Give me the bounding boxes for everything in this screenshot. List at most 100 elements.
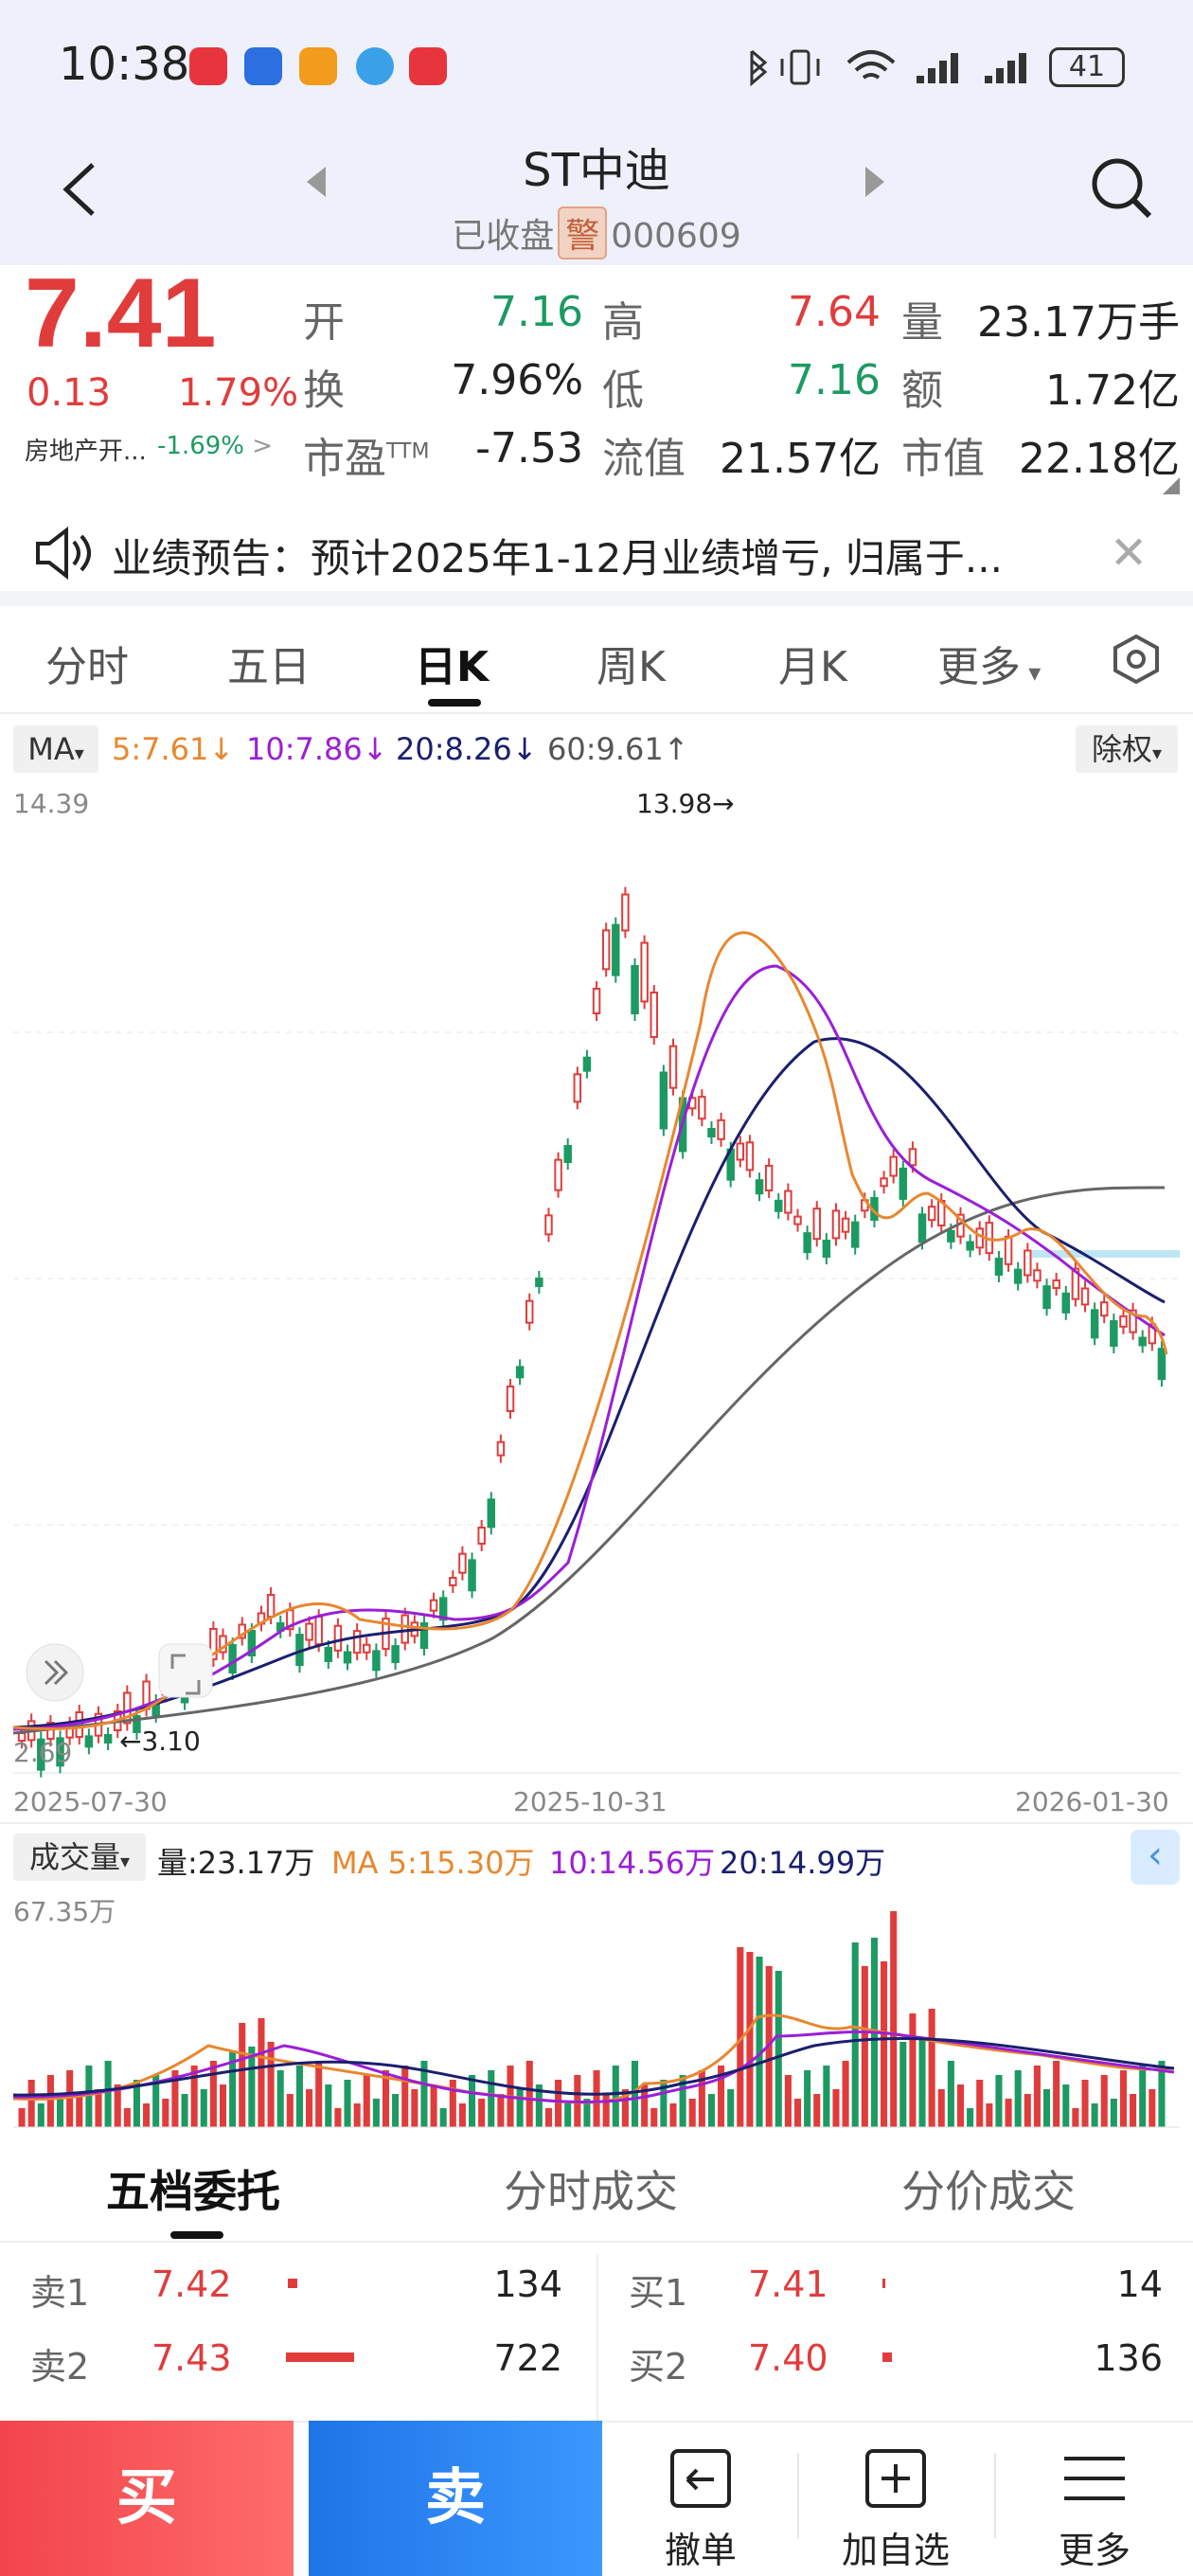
volume-bar	[1005, 2099, 1012, 2127]
expand-corner-icon[interactable]	[1163, 477, 1180, 494]
volume-bar	[583, 2099, 591, 2127]
kline-gridlines	[13, 1031, 1180, 1774]
volume-bar	[1072, 2108, 1079, 2127]
notice-bar[interactable]	[0, 511, 1193, 597]
buy-button[interactable]: 买	[0, 2421, 294, 2576]
buy1-bar	[882, 2279, 885, 2288]
tab-weekly-k[interactable]: 周K	[596, 643, 666, 691]
fullscreen-icon	[170, 1654, 201, 1695]
cancel-order-label[interactable]: 撤单	[664, 2530, 737, 2571]
bottom-divider	[994, 2453, 996, 2538]
low-value: 7.16	[788, 356, 881, 404]
x-axis-mid: 2025-10-31	[513, 1786, 668, 1817]
tab-monthly-k[interactable]: 月K	[778, 643, 847, 691]
candle	[305, 1622, 313, 1641]
candle	[266, 1594, 276, 1618]
candle	[506, 1386, 515, 1412]
volume-current: 量:23.17万	[157, 1845, 315, 1881]
open-value: 7.16	[490, 288, 583, 336]
volume-bar	[602, 2094, 610, 2127]
sector-change[interactable]: -1.69% >	[157, 432, 274, 460]
candle	[123, 1691, 132, 1725]
volume-bar	[1148, 2089, 1156, 2127]
add-watchlist-label[interactable]: 加自选	[841, 2530, 950, 2571]
volume-bar	[420, 2061, 428, 2127]
back-arrow-icon[interactable]	[61, 161, 98, 218]
volume-chart[interactable]: 67.35万	[0, 1894, 1193, 2131]
volume-bar	[947, 2061, 954, 2127]
next-stock-icon[interactable]	[865, 167, 884, 197]
candle	[56, 1737, 64, 1767]
fullscreen-button[interactable]	[158, 1643, 213, 1698]
sector-name[interactable]: 房地产开...	[25, 438, 147, 466]
more-label[interactable]: 更多	[1058, 2530, 1131, 2571]
ma10-line	[12, 964, 1166, 1731]
tab-intraday[interactable]: 分时	[45, 643, 129, 691]
orderbook-divider	[596, 2254, 598, 2421]
adjust-selector[interactable]: 除权▾	[1076, 725, 1178, 773]
volume-bar	[248, 2047, 256, 2127]
volume-bar	[881, 1961, 888, 2127]
volume-bar	[525, 2061, 533, 2127]
tab-time-trades[interactable]: 分时成交	[504, 2166, 678, 2217]
volume-bar	[928, 2009, 935, 2127]
candlestick-chart[interactable]: 14.39 2.69 13.98→ ←3.10	[0, 786, 1193, 1780]
candle	[363, 1643, 371, 1654]
candle	[621, 893, 630, 932]
settings-hexagon-icon[interactable]	[1110, 633, 1163, 686]
volume-bar	[258, 2018, 265, 2127]
tab-price-trades[interactable]: 分价成交	[901, 2166, 1076, 2217]
menu-icon[interactable]	[1019, 2445, 1170, 2512]
tab-daily-k[interactable]: 日K	[415, 643, 490, 691]
volume-bar	[295, 2066, 303, 2127]
volume-bar	[660, 2080, 668, 2127]
double-chevron-icon	[44, 1659, 69, 1686]
candle	[908, 1148, 917, 1167]
candle	[419, 1622, 429, 1649]
volume-bar	[411, 2089, 418, 2127]
prev-stock-icon[interactable]	[307, 167, 326, 197]
notice-text[interactable]: 业绩预告：预计2025年1-12月业绩增亏, 归属于...	[112, 535, 1003, 581]
tab-divider	[0, 712, 1193, 714]
y-axis-bottom: 2.69	[13, 1737, 72, 1768]
tab-order-book[interactable]: 五档委托	[106, 2166, 280, 2217]
add-watchlist-icon[interactable]	[820, 2445, 971, 2512]
turnover-value: 7.96%	[451, 356, 583, 404]
cancel-order-icon[interactable]	[625, 2445, 776, 2512]
volume-bar	[899, 2042, 907, 2127]
tab-five-day[interactable]: 五日	[227, 643, 311, 691]
volume-bar	[344, 2080, 351, 2127]
candle	[496, 1440, 506, 1457]
candle	[927, 1206, 936, 1222]
volume-bar	[937, 2089, 945, 2127]
sell2-qty: 722	[493, 2337, 562, 2379]
volume-bar	[449, 2080, 456, 2127]
search-icon[interactable]	[1089, 155, 1155, 222]
volume-bar	[688, 2099, 696, 2127]
volume-bar	[18, 2108, 26, 2127]
close-notice-icon[interactable]: ✕	[1110, 527, 1148, 580]
collapse-panel-icon[interactable]: ‹	[1131, 1830, 1180, 1885]
current-price: 7.41	[25, 259, 217, 368]
shop-app-icon	[299, 47, 337, 85]
candle	[103, 1734, 113, 1744]
buy2-price: 7.40	[748, 2337, 828, 2379]
tab-more[interactable]: 更多 ▾	[937, 643, 1042, 691]
volume-bar	[430, 2084, 437, 2127]
candle	[668, 1045, 678, 1089]
section-divider	[0, 591, 1193, 606]
candle	[784, 1190, 792, 1214]
volume-bar	[152, 2075, 160, 2127]
volume-bar	[976, 2080, 984, 2127]
candle	[372, 1650, 381, 1672]
candle	[209, 1628, 218, 1660]
sell1-qty: 134	[493, 2263, 562, 2305]
candle	[822, 1239, 831, 1258]
volume-bar	[1024, 2094, 1031, 2127]
volume-selector[interactable]: 成交量▾	[13, 1834, 146, 1881]
candle	[352, 1630, 362, 1655]
volume-bar	[544, 2108, 553, 2127]
ma-selector[interactable]: MA▾	[13, 725, 98, 773]
order-tab-indicator	[170, 2231, 223, 2239]
sell-button[interactable]: 卖	[309, 2421, 602, 2576]
